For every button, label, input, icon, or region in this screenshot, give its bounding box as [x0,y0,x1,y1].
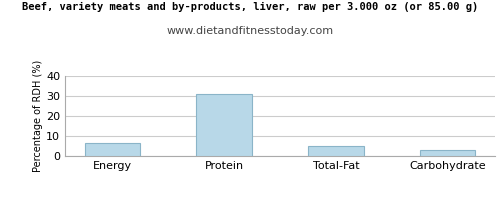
Bar [308,146,364,156]
Y-axis label: Percentage of RDH (%): Percentage of RDH (%) [33,60,43,172]
Text: Beef, variety meats and by-products, liver, raw per 3.000 oz (or 85.00 g): Beef, variety meats and by-products, liv… [22,2,478,12]
Bar [420,150,476,156]
Text: www.dietandfitnesstoday.com: www.dietandfitnesstoday.com [166,26,334,36]
Bar [84,143,140,156]
Bar [196,94,252,156]
